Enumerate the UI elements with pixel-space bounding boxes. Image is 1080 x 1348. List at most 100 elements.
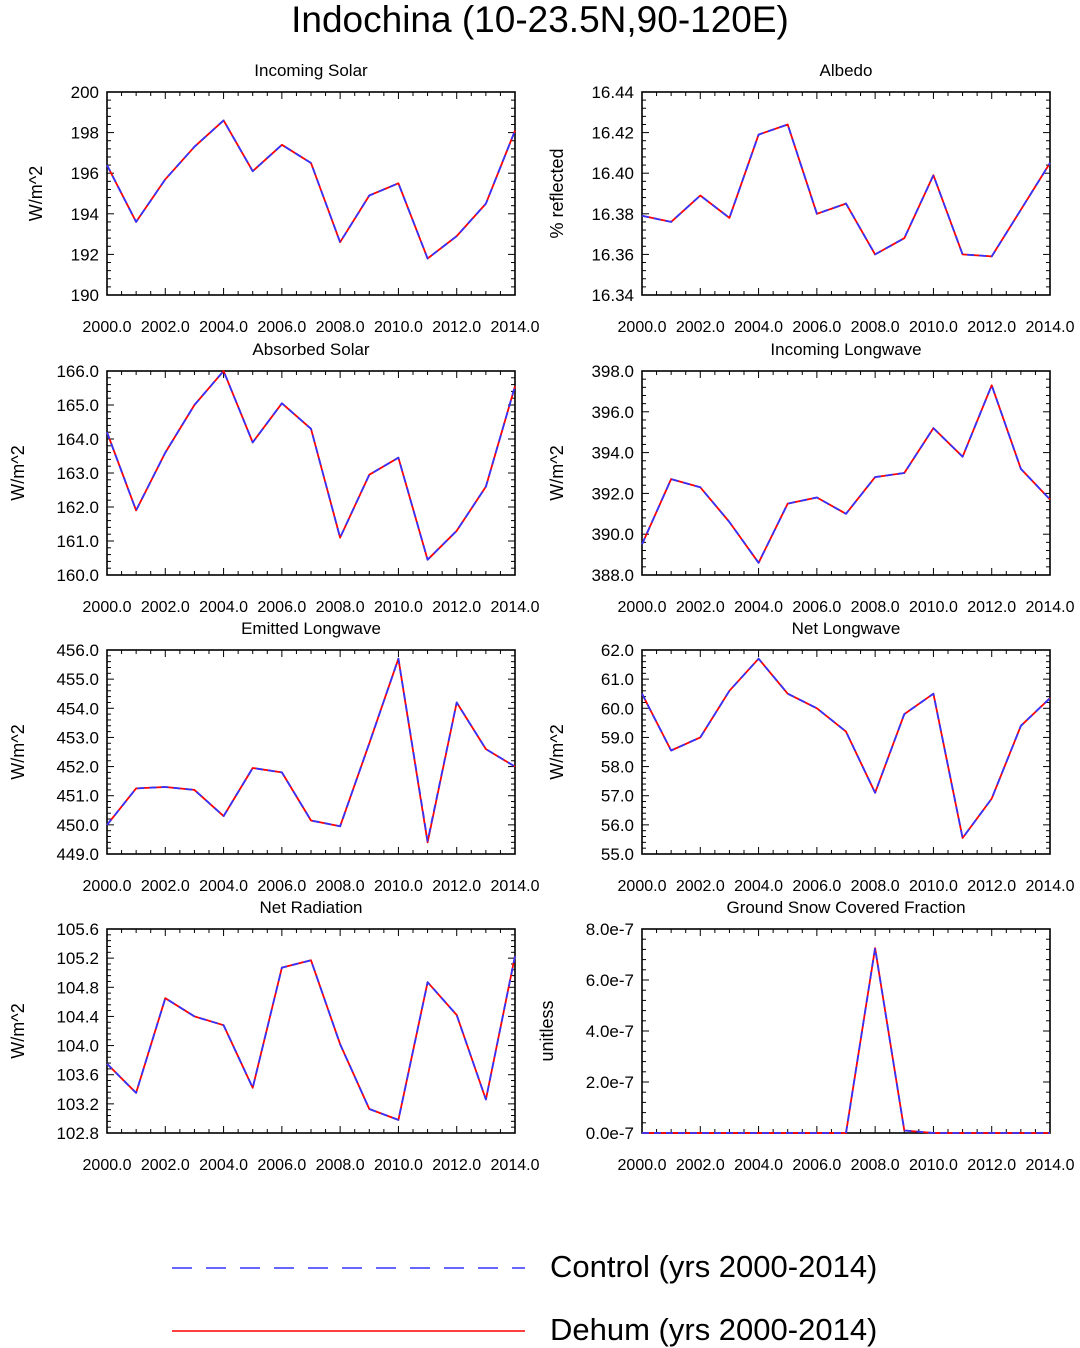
y-tick-label: 392.0 [591, 484, 634, 503]
y-tick-label: 16.36 [591, 245, 634, 264]
panel-title: Albedo [820, 61, 873, 80]
y-tick-label: 194 [71, 205, 99, 224]
chart-panel-4: 2000.0 2002.0 2004.0 2006.0 2008.0 2010.0 2012… [8, 619, 540, 895]
x-tick-label: 2012.0 [432, 599, 481, 616]
plot-frame [106, 91, 516, 296]
x-tick-label: 2006.0 [792, 319, 841, 336]
y-tick-label: 61.0 [601, 670, 634, 689]
plot-frame [641, 91, 1051, 296]
x-tick-label: 2000.0 [83, 1157, 132, 1174]
page-title: Indochina (10-23.5N,90-120E) [291, 0, 789, 40]
y-tick-label: 4.0e-7 [586, 1022, 634, 1041]
y-tick-label: 105.2 [56, 949, 99, 968]
chart-panel-5: 2000.0 2002.0 2004.0 2006.0 2008.0 2010.0 2012… [547, 619, 1075, 895]
x-tick-label: 2014.0 [491, 319, 540, 336]
x-tick-label: 2014.0 [1026, 319, 1075, 336]
y-tick-label: 196 [71, 164, 99, 183]
y-tick-label: 62.0 [601, 641, 634, 660]
y-tick-label: 16.38 [591, 205, 634, 224]
x-tick-label: 2008.0 [316, 878, 365, 895]
panel-title: Absorbed Solar [252, 340, 370, 359]
series-line-control [642, 947, 1050, 1134]
y-tick-label: 55.0 [601, 845, 634, 864]
series-line-control [641, 657, 1051, 839]
x-tick-label: 2014.0 [1026, 1157, 1075, 1174]
legend-label-control: Control (yrs 2000-2014) [550, 1249, 878, 1284]
y-tick-label: 165.0 [56, 396, 99, 415]
x-tick-label: 2002.0 [141, 319, 190, 336]
panel-title: Net Radiation [259, 898, 362, 917]
y-axis-label: % reflected [547, 148, 567, 238]
x-tick-label: 2010.0 [374, 1157, 423, 1174]
x-tick-label: 2010.0 [909, 599, 958, 616]
y-tick-label: 56.0 [601, 816, 634, 835]
y-axis-label: W/m^2 [26, 166, 46, 221]
x-tick-label: 2004.0 [734, 319, 783, 336]
panel-title: Incoming Longwave [770, 340, 921, 359]
x-tick-label: 2008.0 [851, 319, 900, 336]
x-tick-label: 2010.0 [374, 599, 423, 616]
series-line-dehum [106, 657, 516, 844]
y-tick-label: 162.0 [56, 498, 99, 517]
x-tick-label: 2012.0 [967, 878, 1016, 895]
y-tick-label: 456.0 [56, 641, 99, 660]
y-tick-label: 450.0 [56, 816, 99, 835]
x-tick-label: 2012.0 [432, 1157, 481, 1174]
x-tick-label: 2002.0 [141, 599, 190, 616]
x-tick-label: 2008.0 [316, 319, 365, 336]
x-tick-label: 2014.0 [491, 878, 540, 895]
panel-title: Net Longwave [792, 619, 901, 638]
x-tick-label: 2010.0 [909, 1157, 958, 1174]
y-tick-label: 453.0 [56, 728, 99, 747]
y-tick-label: 60.0 [601, 699, 634, 718]
legend-label-dehum: Dehum (yrs 2000-2014) [550, 1312, 878, 1347]
chart-panel-0: 2000.0 2002.0 2004.0 2006.0 2008.0 2010.0 2012… [26, 61, 540, 336]
x-tick-label: 2004.0 [199, 1157, 248, 1174]
series-line-control [106, 119, 516, 260]
chart-panel-1: 2000.0 2002.0 2004.0 2006.0 2008.0 2010.0 2012… [547, 61, 1075, 336]
y-tick-label: 190 [71, 286, 99, 305]
plot-frame [106, 370, 516, 576]
x-tick-label: 2006.0 [257, 599, 306, 616]
x-tick-label: 2006.0 [257, 319, 306, 336]
x-tick-label: 2010.0 [374, 319, 423, 336]
chart-panel-6: 2000.0 2002.0 2004.0 2006.0 2008.0 2010.0 2012… [8, 898, 540, 1174]
series-line-control [106, 955, 516, 1121]
y-tick-label: 388.0 [591, 566, 634, 585]
x-tick-label: 2012.0 [967, 1157, 1016, 1174]
y-tick-label: 16.34 [591, 286, 634, 305]
x-tick-label: 2010.0 [909, 319, 958, 336]
y-axis-label: W/m^2 [547, 445, 567, 500]
y-tick-label: 104.8 [56, 978, 99, 997]
legend-line-dehum [172, 1330, 525, 1332]
chart-panel-7: 2000.0 2002.0 2004.0 2006.0 2008.0 2010.0 2012… [537, 898, 1075, 1174]
x-tick-label: 2004.0 [734, 1157, 783, 1174]
y-tick-label: 160.0 [56, 566, 99, 585]
x-tick-label: 2012.0 [967, 319, 1016, 336]
x-tick-label: 2014.0 [1026, 878, 1075, 895]
y-tick-label: 166.0 [56, 362, 99, 381]
y-tick-label: 390.0 [591, 525, 634, 544]
x-tick-label: 2002.0 [141, 1157, 190, 1174]
y-axis-label: W/m^2 [8, 724, 28, 779]
chart-grid: 2000.0 2002.0 2004.0 2006.0 2008.0 2010.0 2012… [8, 61, 1075, 1174]
x-tick-label: 2006.0 [257, 878, 306, 895]
y-tick-label: 16.40 [591, 164, 634, 183]
y-tick-label: 59.0 [601, 728, 634, 747]
panel-title: Emitted Longwave [241, 619, 381, 638]
y-tick-label: 57.0 [601, 787, 634, 806]
y-tick-label: 452.0 [56, 758, 99, 777]
y-tick-label: 163.0 [56, 464, 99, 483]
x-tick-label: 2008.0 [851, 1157, 900, 1174]
y-tick-label: 2.0e-7 [586, 1073, 634, 1092]
x-tick-label: 2006.0 [257, 1157, 306, 1174]
y-tick-label: 6.0e-7 [586, 971, 634, 990]
x-tick-label: 2008.0 [851, 878, 900, 895]
series-line-dehum [642, 947, 1050, 1134]
y-tick-label: 200 [71, 83, 99, 102]
x-tick-label: 2004.0 [734, 599, 783, 616]
x-tick-label: 2010.0 [374, 878, 423, 895]
plot-frame [106, 649, 516, 855]
y-tick-label: 58.0 [601, 758, 634, 777]
x-tick-label: 2006.0 [792, 1157, 841, 1174]
